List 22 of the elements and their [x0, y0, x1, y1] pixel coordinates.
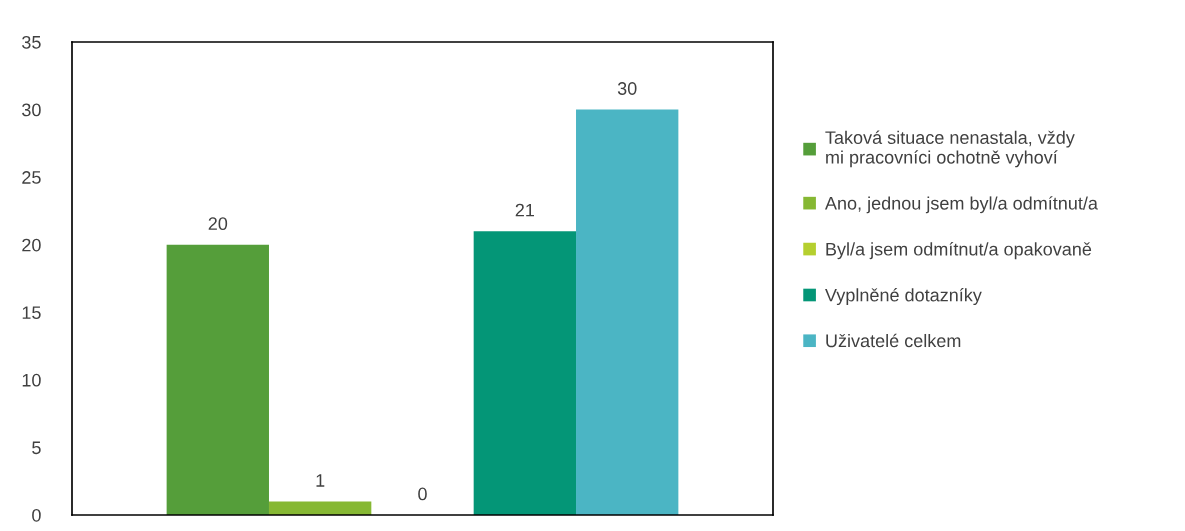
data-label: 1: [316, 474, 325, 487]
legend-label: Byl/a jsem odmítnut/a opakovaně: [826, 242, 1092, 260]
bar: [166, 244, 269, 515]
y-tick-label: 15: [22, 306, 41, 320]
y-tick-label: 0: [32, 508, 41, 522]
legend-label: Vyplněné dotazníky: [825, 288, 982, 306]
y-tick-label: 5: [32, 441, 41, 455]
legend-label: Uživatelé celkem: [826, 333, 961, 348]
data-label: 30: [617, 82, 637, 95]
data-label: 0: [418, 487, 427, 501]
bar: [268, 501, 372, 515]
y-tick-label: 30: [22, 103, 41, 117]
y-tick-label: 20: [22, 238, 41, 252]
data-label: 21: [515, 203, 535, 217]
data-label: 20: [208, 217, 228, 231]
bar: [473, 231, 577, 515]
y-tick-label: 10: [22, 373, 41, 387]
legend-label: Taková situace nenastala, vždy mi pracovníci ochotně vyhoví: [825, 130, 1075, 168]
y-tick-label: 35: [22, 35, 41, 49]
legend-label: Ano, jednou jsem byl/a odmítnut/a: [824, 196, 1098, 214]
y-tick-label: 25: [22, 171, 41, 184]
bar: [576, 109, 679, 515]
